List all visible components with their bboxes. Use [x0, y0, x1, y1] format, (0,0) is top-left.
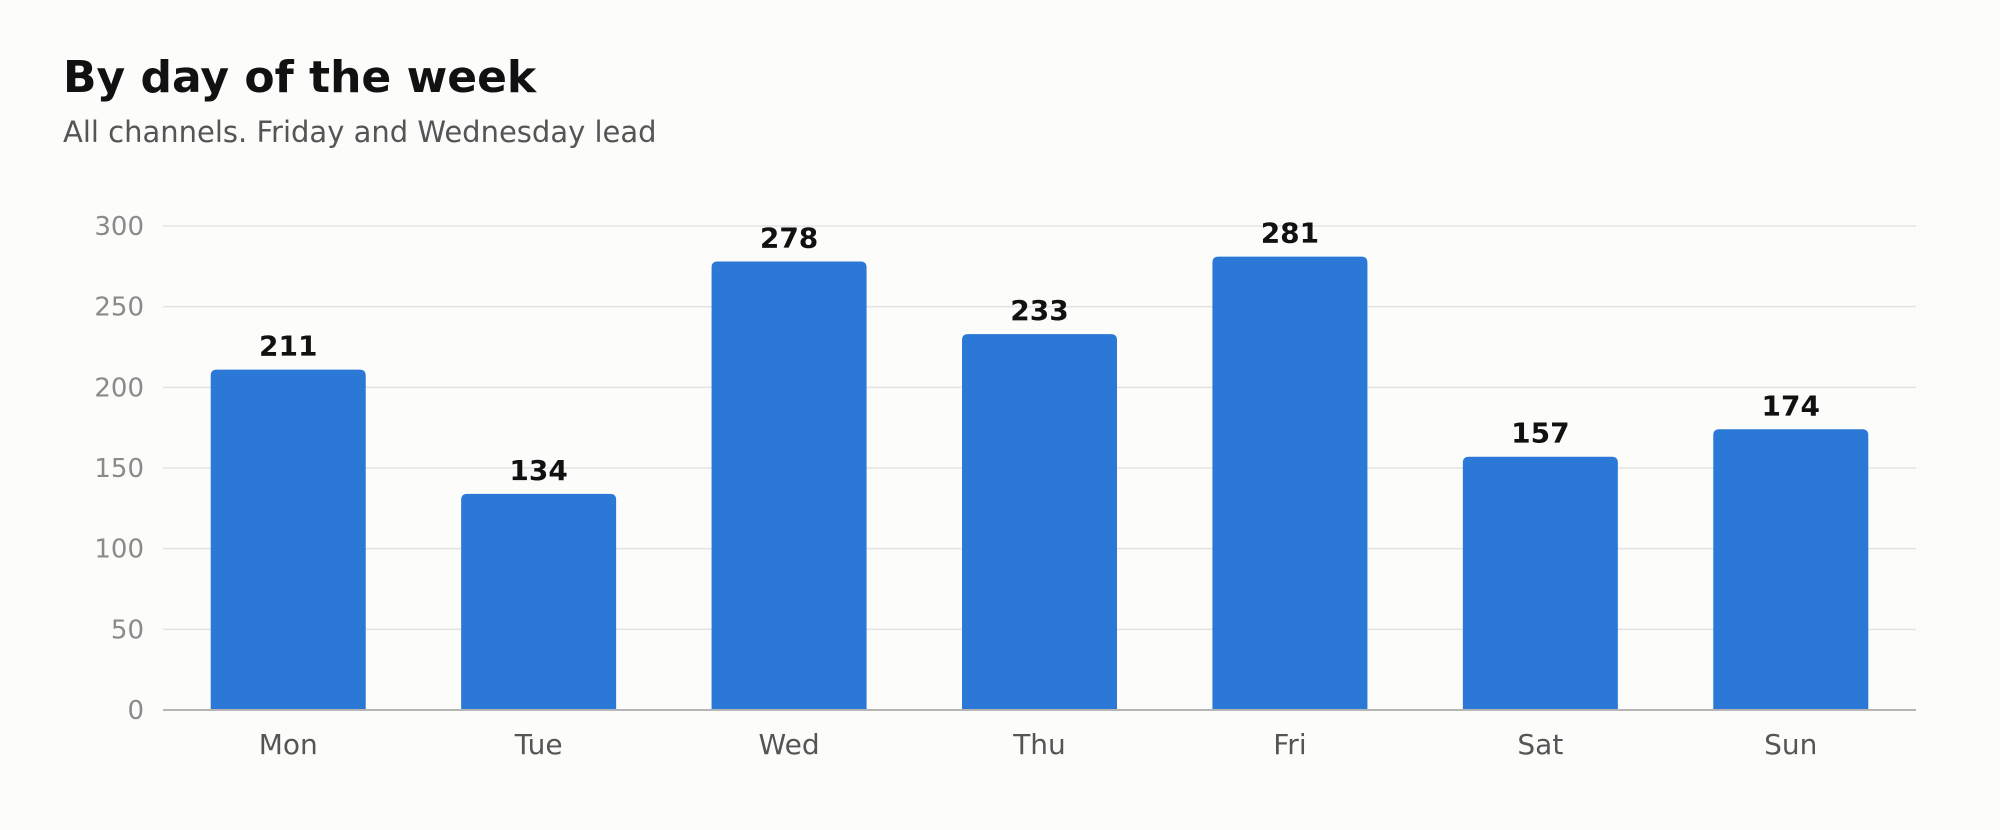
x-tick-label: Thu [1012, 728, 1066, 761]
y-tick-label: 250 [94, 293, 144, 323]
y-tick-label: 0 [127, 696, 144, 726]
bar [1462, 456, 1618, 710]
data-label: 134 [509, 454, 567, 487]
data-label: 278 [760, 221, 818, 254]
data-label: 157 [1511, 417, 1569, 450]
bar [1713, 429, 1869, 710]
bar [461, 493, 617, 710]
x-tick-label: Fri [1273, 728, 1306, 761]
y-tick-label: 200 [94, 373, 144, 403]
x-tick-label: Wed [759, 728, 820, 761]
chart-subtitle: All channels. Friday and Wednesday lead [63, 115, 657, 149]
x-tick-label: Tue [514, 728, 563, 761]
bar [210, 369, 366, 710]
bar [962, 334, 1117, 710]
chart-title: By day of the week [63, 52, 537, 103]
x-tick-label: Sat [1517, 728, 1563, 761]
y-tick-label: 300 [94, 212, 144, 242]
data-label: 211 [259, 330, 317, 363]
bar [1212, 256, 1368, 710]
x-tick-label: Sun [1764, 728, 1817, 761]
y-tick-label: 50 [111, 615, 144, 645]
y-tick-label: 150 [94, 454, 144, 484]
x-tick-label: Mon [259, 728, 318, 761]
data-label: 174 [1762, 389, 1820, 422]
y-tick-label: 100 [94, 535, 144, 565]
data-label: 281 [1261, 217, 1319, 250]
data-label: 233 [1010, 294, 1068, 327]
bar [711, 261, 867, 710]
